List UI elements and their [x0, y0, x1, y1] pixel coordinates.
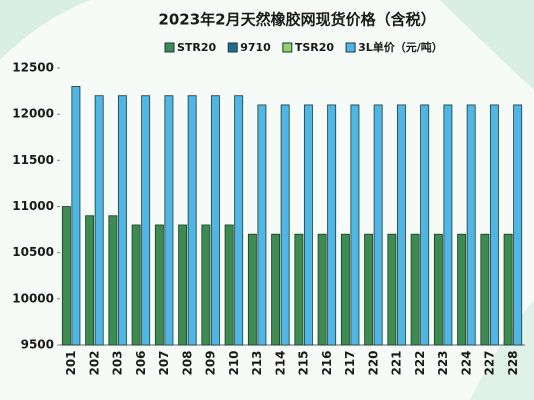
- bar: [373, 104, 383, 346]
- bar: [513, 104, 523, 346]
- bar: [94, 95, 104, 346]
- bar: [131, 224, 141, 346]
- legend-swatch: [227, 42, 238, 53]
- legend-label: STR20: [177, 41, 217, 54]
- bar: [201, 224, 211, 346]
- x-tick-label: 213: [250, 350, 264, 375]
- bar: [489, 104, 499, 346]
- bar: [187, 95, 197, 346]
- x-tick-label: 216: [320, 350, 334, 375]
- legend-label: 3L单价（元/吨）: [358, 40, 443, 54]
- bar: [387, 233, 397, 346]
- bar: [257, 104, 267, 346]
- bar: [108, 215, 118, 346]
- y-tick-label: 11000: [12, 199, 54, 213]
- x-tick-label: 201: [64, 350, 78, 375]
- y-tick-label: 10000: [12, 291, 54, 305]
- x-tick-label: 228: [506, 350, 520, 375]
- bar: [317, 233, 327, 346]
- leaf-decoration: [440, 0, 534, 90]
- bar: [480, 233, 490, 346]
- legend-swatch: [282, 42, 293, 53]
- bar: [117, 95, 127, 346]
- y-tick-label: 12500: [12, 61, 54, 75]
- x-tick-label: 206: [134, 350, 148, 375]
- bar: [234, 95, 244, 346]
- x-tick-label: 221: [390, 350, 404, 375]
- bar: [350, 104, 360, 346]
- x-tick-label: 223: [436, 350, 450, 375]
- bar: [71, 86, 81, 346]
- bar: [154, 224, 164, 346]
- bar: [271, 233, 281, 346]
- legend-swatch: [345, 42, 356, 53]
- bar: [466, 104, 476, 346]
- x-tick-label: 207: [157, 350, 171, 375]
- bar: [280, 104, 290, 346]
- bar: [503, 233, 513, 346]
- bar: [210, 95, 220, 346]
- bar: [294, 233, 304, 346]
- legend-swatch: [164, 42, 175, 53]
- bar: [340, 233, 350, 346]
- leaf-decoration: [470, 300, 534, 400]
- leaf-decoration: [0, 0, 90, 60]
- x-tick-label: 208: [180, 350, 194, 375]
- x-tick-label: 224: [459, 350, 473, 375]
- x-tick-label: 222: [413, 350, 427, 375]
- bar: [164, 95, 174, 346]
- bar: [420, 104, 430, 346]
- bar: [396, 104, 406, 346]
- bar: [178, 224, 188, 346]
- x-tick-label: 220: [366, 350, 380, 375]
- bar: [364, 233, 374, 346]
- y-tick-label: 10500: [12, 245, 54, 259]
- chart-title: 2023年2月天然橡胶网现货价格（含税）: [158, 11, 435, 29]
- y-tick-label: 12000: [12, 107, 54, 121]
- bar: [327, 104, 337, 346]
- bar: [410, 233, 420, 346]
- x-tick-label: 209: [204, 350, 218, 375]
- y-tick-label: 11500: [12, 153, 54, 167]
- x-tick-label: 210: [227, 350, 241, 375]
- y-tick-label: 9500: [21, 338, 54, 352]
- legend-label: 9710: [240, 41, 271, 54]
- x-tick-label: 214: [273, 350, 287, 375]
- bar: [433, 233, 443, 346]
- bar: [303, 104, 313, 346]
- legend-label: TSR20: [295, 41, 335, 54]
- bar: [85, 215, 95, 346]
- x-tick-label: 217: [343, 350, 357, 375]
- bar: [443, 104, 453, 346]
- bar: [247, 233, 257, 346]
- x-tick-label: 203: [111, 350, 125, 375]
- x-tick-label: 227: [483, 350, 497, 375]
- bar: [141, 95, 151, 346]
- bar: [457, 233, 467, 346]
- x-tick-label: 202: [87, 350, 101, 375]
- bar: [61, 206, 71, 346]
- bar: [224, 224, 234, 346]
- x-tick-label: 215: [297, 350, 311, 375]
